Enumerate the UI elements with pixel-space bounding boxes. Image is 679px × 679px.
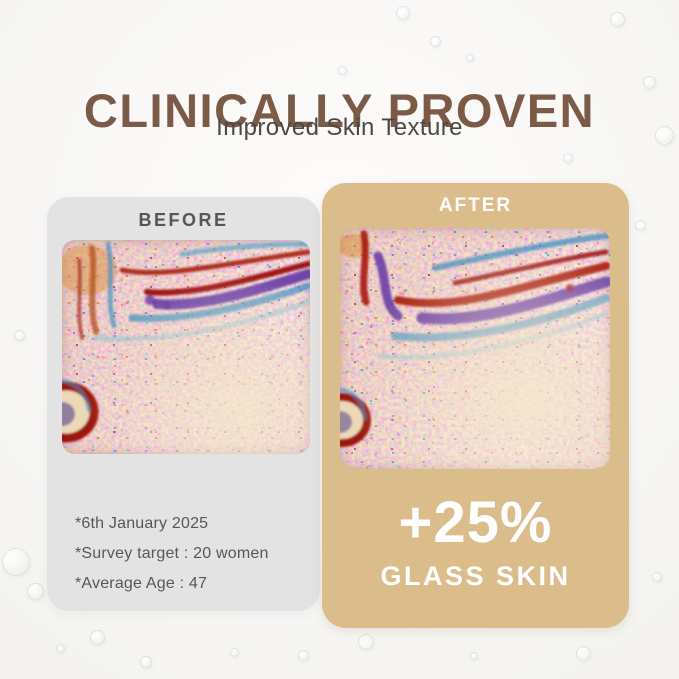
bubble-icon [652,572,662,582]
bubble-icon [358,634,374,650]
bubble-icon [635,220,646,231]
before-card: BEFORE [47,197,320,611]
bubble-icon [466,54,474,62]
after-skin-image [340,228,610,469]
before-skin-image [62,240,310,454]
survey-notes: *6th January 2025 *Survey target : 20 wo… [75,509,269,599]
bubble-icon [230,648,239,657]
after-card: AFTER [322,183,629,628]
bubble-icon [396,6,410,20]
bubble-icon [610,12,625,27]
note-date: *6th January 2025 [75,515,209,532]
after-skin-texture-graphic [340,228,610,469]
bubble-icon [576,646,591,661]
bubble-icon [563,153,573,163]
bubble-icon [470,652,478,660]
bubble-icon [27,583,44,600]
bubble-icon [14,330,25,341]
note-average-age: *Average Age : 47 [75,575,208,592]
after-label: AFTER [438,195,513,216]
bubble-icon [643,76,656,89]
bubble-icon [298,650,309,661]
bubble-icon [56,644,65,653]
before-label: BEFORE [138,210,229,230]
improvement-percentage: +25% [398,490,553,555]
bubble-icon [430,36,441,47]
note-survey-target: *Survey target : 20 women [75,545,269,562]
bubble-icon [140,656,152,668]
bubble-icon [90,630,105,645]
improvement-metric-label: GLASS SKIN [380,561,571,591]
page-subtitle: Improved Skin Texture [216,114,463,141]
page-title: CLINICALLY PROVEN [83,84,596,138]
bubble-icon [655,126,674,145]
bubble-icon [338,66,347,75]
bubble-icon [2,548,30,576]
before-skin-texture-graphic [62,240,310,454]
